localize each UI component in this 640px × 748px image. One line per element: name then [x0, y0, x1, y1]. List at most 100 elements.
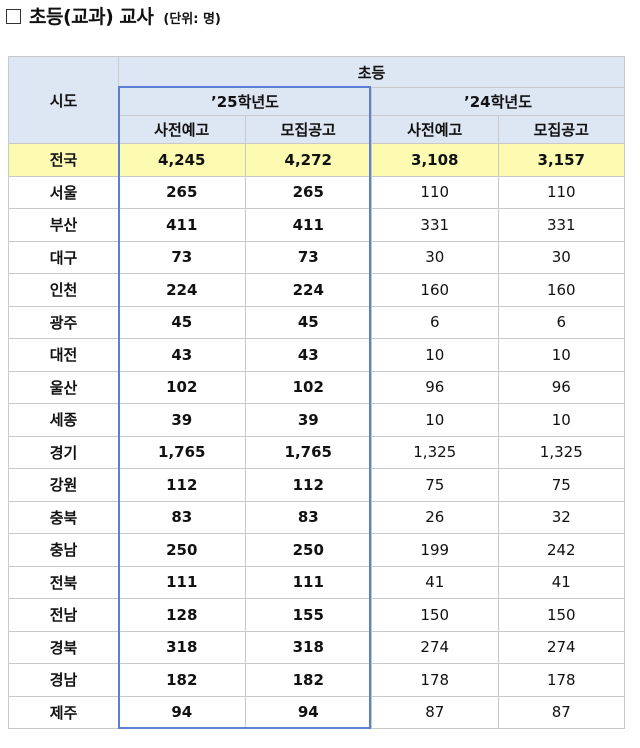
recruit-2024-cell: 331 — [497, 208, 626, 242]
table-row: 부산 411 411 331 331 — [8, 208, 626, 242]
region-cell: 울산 — [8, 370, 119, 404]
table-row: 경남 182 182 178 178 — [8, 663, 626, 697]
preannounce-2024-cell: 274 — [371, 630, 499, 664]
table-row-total: 전국 4,245 4,272 3,108 3,157 — [8, 143, 626, 177]
recruit-2025-cell: 224 — [244, 273, 372, 307]
preannounce-2024-cell: 160 — [371, 273, 499, 307]
preannounce-2024-cell: 178 — [371, 663, 499, 697]
sub-header-preannounce-2025: 사전예고 — [118, 115, 246, 144]
recruit-2024-cell: 10 — [497, 403, 626, 437]
region-cell: 제주 — [8, 695, 119, 729]
preannounce-2024-cell: 10 — [371, 403, 499, 437]
recruit-2025-cell: 94 — [244, 695, 372, 729]
recruit-2024-cell: 6 — [497, 305, 626, 339]
region-cell: 경북 — [8, 630, 119, 664]
region-cell: 부산 — [8, 208, 119, 242]
table-body: 전국 4,245 4,272 3,108 3,157 서울 265 265 110 110 부산 41… — [8, 143, 626, 729]
region-header: 시도 — [8, 56, 119, 144]
preannounce-2025-cell: 112 — [118, 468, 246, 502]
group-header: 초등 — [117, 56, 626, 88]
table-row: 전북 111 111 41 41 — [8, 565, 626, 599]
region-cell: 전북 — [8, 565, 119, 599]
recruit-2025-cell: 4,272 — [244, 143, 372, 177]
preannounce-2024-cell: 110 — [371, 175, 499, 209]
recruit-2025-cell: 112 — [244, 468, 372, 502]
preannounce-2025-cell: 411 — [118, 208, 246, 242]
title-row: 초등(교과) 교사 (단위: 명) — [6, 2, 221, 28]
preannounce-2024-cell: 87 — [371, 695, 499, 729]
teacher-table: 시도 초등 ’25학년도 ’24학년도 사전예고 모집공고 사전예고 모집공고 … — [8, 56, 626, 729]
preannounce-2025-cell: 182 — [118, 663, 246, 697]
region-cell: 경남 — [8, 663, 119, 697]
preannounce-2024-cell: 96 — [371, 370, 499, 404]
recruit-2025-cell: 411 — [244, 208, 372, 242]
table-row: 울산 102 102 96 96 — [8, 370, 626, 404]
recruit-2025-cell: 102 — [244, 370, 372, 404]
preannounce-2025-cell: 39 — [118, 403, 246, 437]
table-row: 인천 224 224 160 160 — [8, 273, 626, 307]
preannounce-2025-cell: 111 — [118, 565, 246, 599]
preannounce-2025-cell: 265 — [118, 175, 246, 209]
preannounce-2025-cell: 102 — [118, 370, 246, 404]
preannounce-2024-cell: 30 — [371, 240, 499, 274]
table-row: 대전 43 43 10 10 — [8, 338, 626, 372]
recruit-2024-cell: 178 — [497, 663, 626, 697]
region-cell: 충북 — [8, 500, 119, 534]
preannounce-2024-cell: 6 — [371, 305, 499, 339]
recruit-2024-cell: 10 — [497, 338, 626, 372]
preannounce-2024-cell: 41 — [371, 565, 499, 599]
recruit-2025-cell: 182 — [244, 663, 372, 697]
recruit-2025-cell: 265 — [244, 175, 372, 209]
table-container: 시도 초등 ’25학년도 ’24학년도 사전예고 모집공고 사전예고 모집공고 … — [8, 56, 626, 729]
recruit-2025-cell: 111 — [244, 565, 372, 599]
preannounce-2025-cell: 83 — [118, 500, 246, 534]
preannounce-2025-cell: 224 — [118, 273, 246, 307]
recruit-2025-cell: 39 — [244, 403, 372, 437]
recruit-2025-cell: 43 — [244, 338, 372, 372]
table-row: 서울 265 265 110 110 — [8, 175, 626, 209]
recruit-2025-cell: 318 — [244, 630, 372, 664]
table-row: 세종 39 39 10 10 — [8, 403, 626, 437]
recruit-2024-cell: 150 — [497, 598, 626, 632]
preannounce-2025-cell: 318 — [118, 630, 246, 664]
table-row: 제주 94 94 87 87 — [8, 695, 626, 729]
table-row: 경북 318 318 274 274 — [8, 630, 626, 664]
checkbox-square-icon — [6, 9, 21, 24]
preannounce-2024-cell: 1,325 — [371, 435, 499, 469]
year-header-2025: ’25학년도 — [118, 87, 372, 116]
recruit-2024-cell: 1,325 — [497, 435, 626, 469]
recruit-2024-cell: 110 — [497, 175, 626, 209]
recruit-2024-cell: 3,157 — [497, 143, 626, 177]
preannounce-2025-cell: 73 — [118, 240, 246, 274]
page-title: 초등(교과) 교사 — [29, 6, 154, 28]
region-cell: 충남 — [8, 533, 119, 567]
preannounce-2025-cell: 1,765 — [118, 435, 246, 469]
preannounce-2025-cell: 94 — [118, 695, 246, 729]
recruit-2025-cell: 155 — [244, 598, 372, 632]
recruit-2024-cell: 87 — [497, 695, 626, 729]
table-row: 전남 128 155 150 150 — [8, 598, 626, 632]
recruit-2024-cell: 75 — [497, 468, 626, 502]
sub-header-recruit-2024: 모집공고 — [497, 115, 626, 144]
recruit-2025-cell: 73 — [244, 240, 372, 274]
region-cell: 세종 — [8, 403, 119, 437]
recruit-2024-cell: 30 — [497, 240, 626, 274]
year-header-2024: ’24학년도 — [370, 87, 626, 116]
preannounce-2025-cell: 4,245 — [118, 143, 246, 177]
unit-note: (단위: 명) — [163, 12, 221, 27]
preannounce-2024-cell: 150 — [371, 598, 499, 632]
preannounce-2024-cell: 26 — [371, 500, 499, 534]
recruit-2024-cell: 274 — [497, 630, 626, 664]
region-cell: 경기 — [8, 435, 119, 469]
recruit-2025-cell: 83 — [244, 500, 372, 534]
table-row: 대구 73 73 30 30 — [8, 240, 626, 274]
recruit-2024-cell: 32 — [497, 500, 626, 534]
preannounce-2025-cell: 128 — [118, 598, 246, 632]
preannounce-2024-cell: 331 — [371, 208, 499, 242]
sub-header-recruit-2025: 모집공고 — [244, 115, 372, 144]
region-cell: 대전 — [8, 338, 119, 372]
recruit-2024-cell: 160 — [497, 273, 626, 307]
region-cell: 강원 — [8, 468, 119, 502]
table-row: 광주 45 45 6 6 — [8, 305, 626, 339]
region-cell: 전국 — [8, 143, 119, 177]
